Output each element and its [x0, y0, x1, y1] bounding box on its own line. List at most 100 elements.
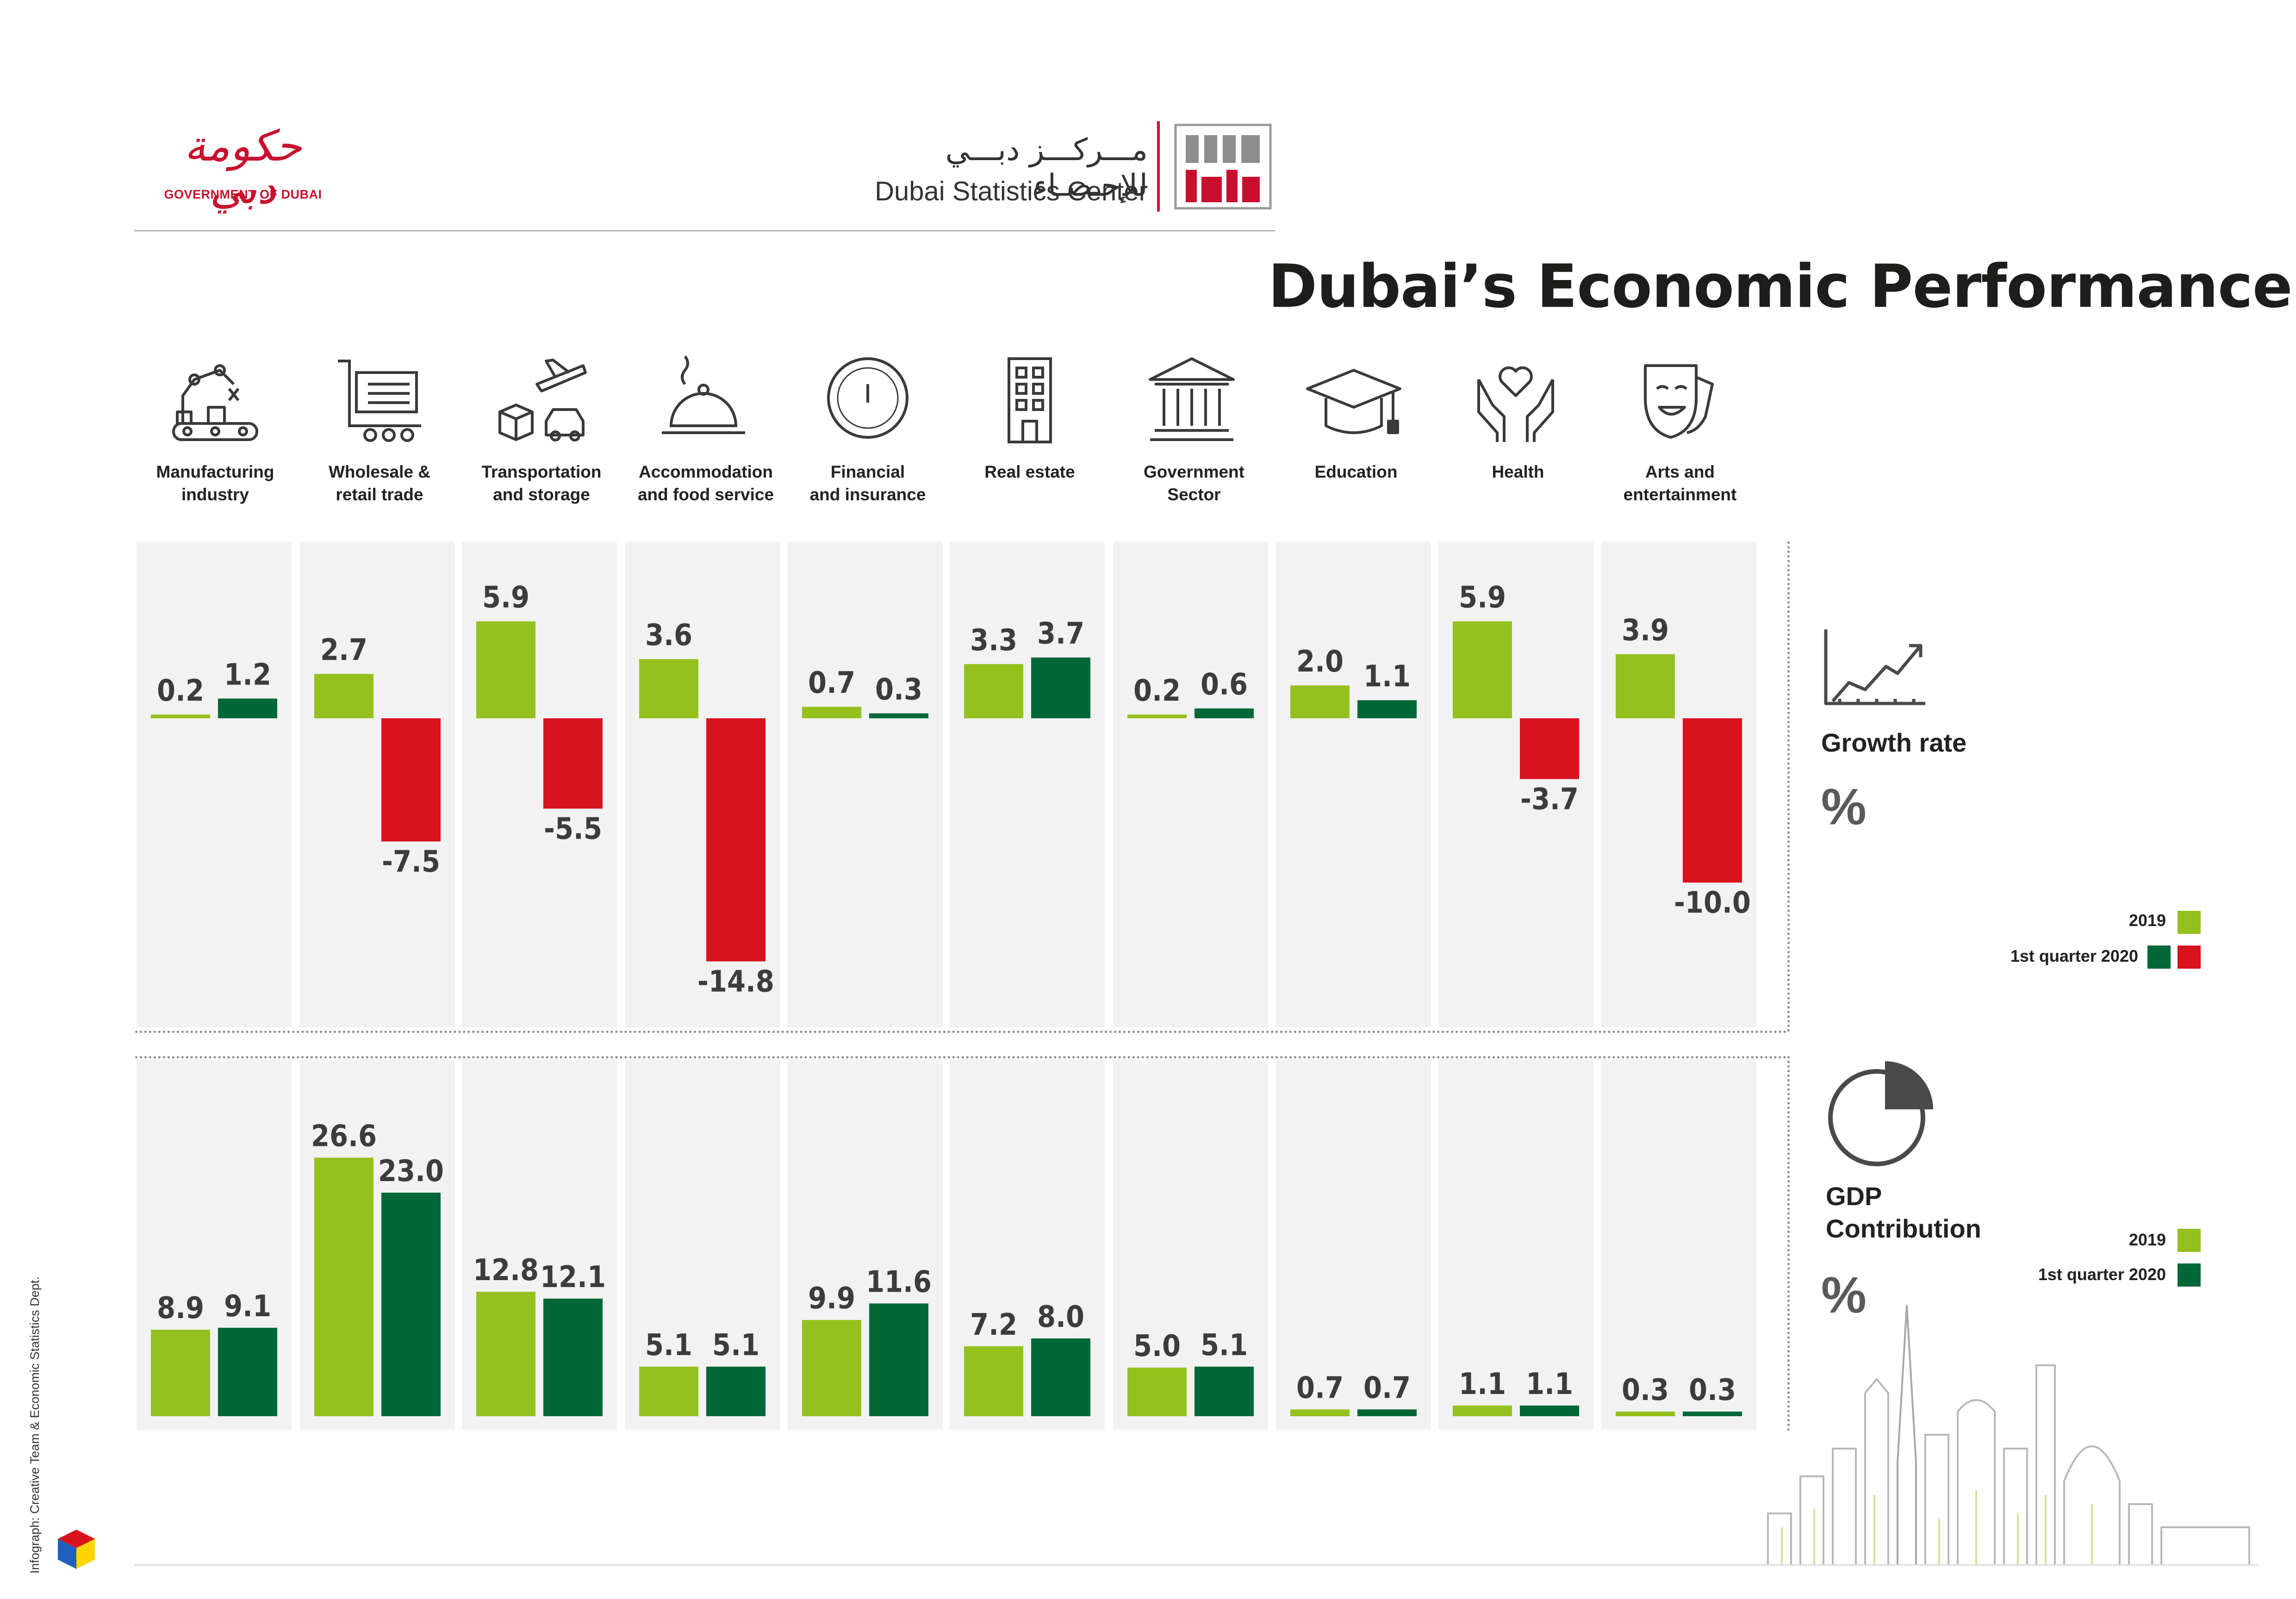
sector-label-financial: Financial and insurance	[809, 462, 926, 504]
stats-center-name-english: Dubai Statistics Center	[875, 176, 1148, 206]
dubai-statistics-center-logo	[1157, 121, 1272, 212]
growth-value-2019: 5.9	[1459, 581, 1506, 615]
gdp-value-q1-2020: 11.6	[866, 1265, 932, 1299]
gdp-value-2019: 9.9	[808, 1282, 855, 1316]
gdp-bar-q1-2020	[1195, 1366, 1254, 1416]
gdp-bar-q1-2020	[1031, 1338, 1090, 1416]
growth-value-q1-2020: 0.6	[1201, 668, 1248, 702]
growth-value-q1-2020: -14.8	[697, 964, 774, 999]
growth-column-bg	[950, 541, 1105, 1027]
growth-bar-2019	[802, 707, 861, 718]
sector-label-accommodation: Accommodation and food service	[637, 462, 774, 504]
growth-bar-2019	[1127, 715, 1187, 718]
infograph-credit: Infograph: Creative Team & Economic Stat…	[28, 1276, 42, 1574]
growth-bar-2019	[964, 664, 1023, 718]
gdp-value-q1-2020: 8.0	[1037, 1300, 1084, 1334]
growth-bar-2019	[476, 621, 535, 718]
sector-label-manufacturing: Manufacturing industry	[156, 462, 274, 504]
government-of-dubai-logo: حكومة دبي GOVERNMENT OF DUBAI	[160, 125, 326, 210]
gdp-bar-2019	[639, 1366, 698, 1416]
gdp-value-q1-2020: 12.1	[540, 1260, 606, 1294]
gdp-bar-q1-2020	[381, 1193, 441, 1416]
growth-bar-q1-2020	[706, 718, 765, 962]
pie-chart-icon	[1826, 1058, 1937, 1169]
line-chart-icon	[1821, 627, 1928, 710]
building-icon	[979, 352, 1081, 444]
growth-value-q1-2020: -7.5	[382, 845, 440, 879]
growth-value-2019: 3.6	[645, 618, 692, 653]
gov-logo-arabic: حكومة دبي	[184, 121, 302, 213]
sector-label-health: Health	[1492, 462, 1544, 481]
growth-bar-q1-2020	[1031, 657, 1090, 718]
sector-label-wholesale: Wholesale & retail trade	[329, 462, 430, 504]
dirham-coin-icon	[817, 352, 919, 444]
gdp-column-bg	[1601, 1060, 1756, 1430]
gdp-panel-divider	[1787, 1056, 1790, 1431]
hands-heart-icon	[1465, 352, 1567, 444]
factory-robot-icon	[164, 352, 266, 444]
gdp-bar-q1-2020	[1357, 1409, 1417, 1416]
gdp-column-bg	[1438, 1060, 1593, 1430]
gdp-value-2019: 5.1	[645, 1328, 692, 1363]
growth-value-q1-2020: 1.2	[224, 658, 271, 692]
gdp-value-2019: 0.7	[1296, 1371, 1344, 1405]
gdp-bar-2019	[476, 1292, 535, 1416]
gdp-unit: %	[1821, 1267, 1867, 1324]
growth-bar-2019	[314, 674, 373, 718]
growth-legend-2019: 2019	[2128, 911, 2166, 930]
growth-value-2019: 0.2	[1133, 674, 1181, 708]
gdp-value-q1-2020: 0.3	[1689, 1373, 1736, 1407]
gdp-value-2019: 5.0	[1133, 1329, 1181, 1363]
growth-value-2019: 2.0	[1296, 645, 1344, 679]
sector-label-education: Education	[1314, 462, 1398, 481]
stats-center-name-arabic: مـــركـــز دبـــي للإحـصـاء	[945, 132, 1148, 203]
growth-value-2019: 0.2	[157, 674, 204, 708]
growth-column-bg	[1113, 541, 1268, 1027]
shopping-cart-icon	[329, 352, 430, 444]
infograph-logo	[51, 1527, 102, 1578]
growth-bar-q1-2020	[1195, 708, 1254, 718]
growth-value-q1-2020: -5.5	[544, 812, 602, 846]
gdp-legend-q1-2020: 1st quarter 2020	[2038, 1265, 2166, 1284]
growth-column-bg	[137, 541, 292, 1027]
gdp-bar-q1-2020	[543, 1298, 603, 1416]
gdp-bar-2019	[1616, 1412, 1675, 1416]
growth-value-q1-2020: 3.7	[1037, 617, 1084, 651]
growth-bar-q1-2020	[381, 718, 441, 842]
gdp-value-q1-2020: 23.0	[378, 1154, 444, 1188]
gdp-bar-q1-2020	[1683, 1412, 1742, 1416]
growth-value-q1-2020: 1.1	[1363, 660, 1411, 694]
growth-bar-q1-2020	[869, 713, 928, 718]
growth-column-bg	[1276, 541, 1431, 1027]
sector-label-transportation: Transportation and storage	[481, 462, 602, 504]
gdp-title: GDP Contribution	[1826, 1182, 1981, 1243]
legend-swatch-q1-2020-negative	[2178, 946, 2201, 969]
growth-rate-title: Growth rate	[1821, 728, 1967, 757]
sector-label-arts: Arts and entertainment	[1623, 462, 1737, 504]
gdp-value-2019: 1.1	[1459, 1367, 1506, 1401]
growth-value-2019: 3.3	[970, 623, 1017, 658]
growth-bar-q1-2020	[1357, 700, 1417, 718]
growth-value-2019: 3.9	[1622, 614, 1669, 648]
growth-value-2019: 5.9	[482, 581, 529, 615]
growth-bar-2019	[1453, 621, 1512, 718]
legend-swatch-2019	[2178, 911, 2201, 934]
growth-panel-divider	[1787, 541, 1790, 1032]
sector-label-real-estate: Real estate	[984, 462, 1075, 481]
gdp-value-q1-2020: 5.1	[712, 1328, 759, 1363]
growth-value-q1-2020: -3.7	[1520, 782, 1579, 816]
growth-bar-2019	[639, 659, 698, 718]
page-title: Dubai’s Economic Performance	[1268, 252, 2293, 321]
growth-value-2019: 2.7	[320, 633, 367, 667]
growth-unit: %	[1821, 778, 1867, 835]
growth-legend-q1-2020: 1st quarter 2020	[2010, 946, 2138, 965]
gdp-bar-q1-2020	[706, 1366, 765, 1416]
growth-bar-q1-2020	[1683, 718, 1742, 883]
gdp-bar-2019	[314, 1157, 373, 1416]
gdp-value-q1-2020: 1.1	[1526, 1367, 1573, 1401]
growth-value-q1-2020: -10.0	[1674, 886, 1751, 920]
gdp-legend-swatch-q1-2020	[2178, 1263, 2201, 1287]
sector-label-government: Government Sector	[1144, 462, 1244, 504]
gdp-value-2019: 8.9	[157, 1291, 204, 1325]
